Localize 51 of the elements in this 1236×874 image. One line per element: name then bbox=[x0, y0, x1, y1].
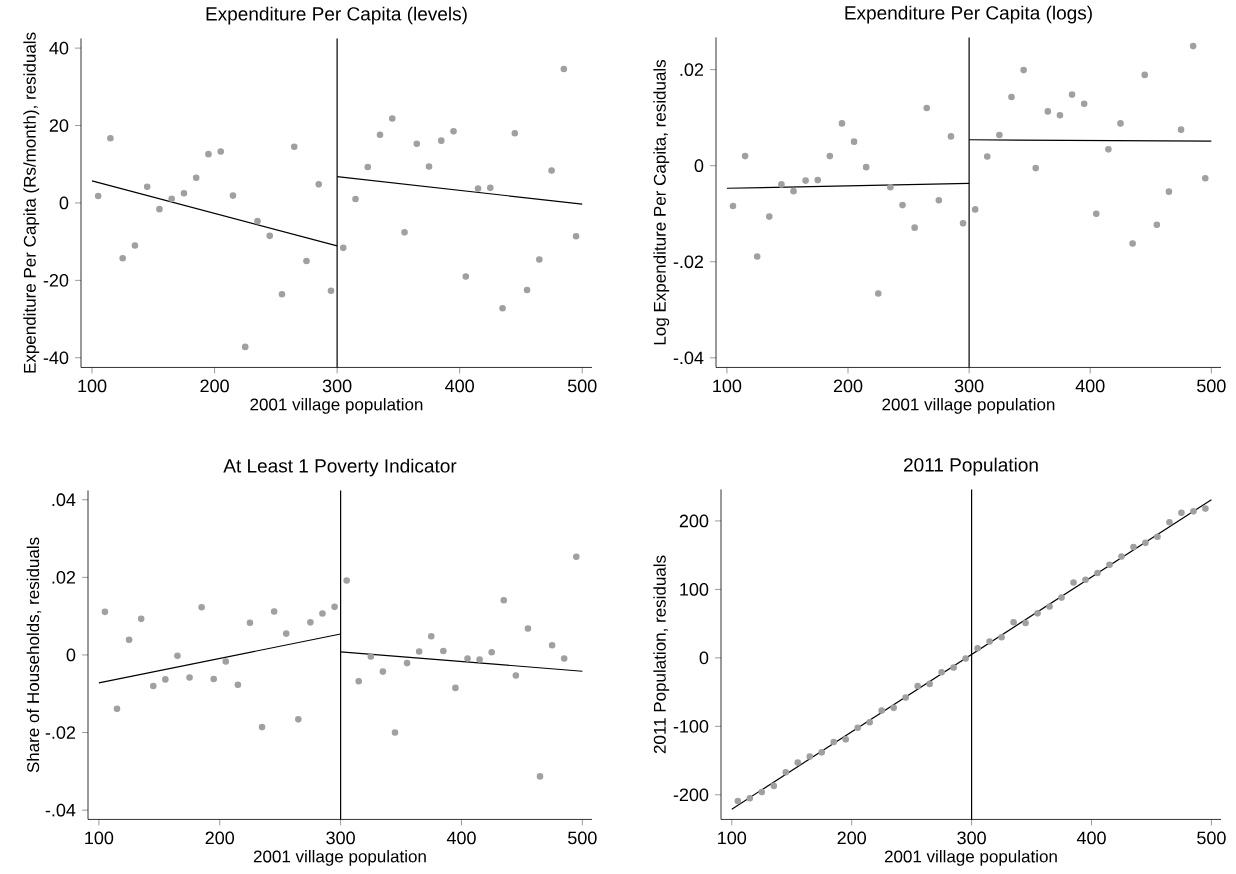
y-tick-label: -.02 bbox=[45, 725, 76, 739]
x-tick-label: 200 bbox=[837, 831, 867, 845]
y-tick-label: .02 bbox=[680, 63, 704, 76]
y-tick-label: 100 bbox=[680, 582, 709, 596]
chart-title: At Least 1 Poverty Indicator bbox=[223, 458, 457, 477]
x-tick-label: 500 bbox=[567, 379, 597, 393]
x-tick-label: 500 bbox=[1197, 379, 1226, 393]
x-tick-label: 400 bbox=[445, 379, 474, 393]
y-tick-label: 0 bbox=[694, 159, 704, 172]
x-axis-title: 2001 village population bbox=[253, 849, 426, 866]
x-tick-label: 200 bbox=[833, 379, 863, 393]
y-tick-label: -100 bbox=[673, 719, 709, 733]
x-axis-title: 2001 village population bbox=[250, 397, 423, 414]
x-tick-label: 100 bbox=[718, 831, 747, 845]
y-tick-label: -20 bbox=[43, 273, 69, 287]
x-tick-label: 300 bbox=[957, 831, 986, 845]
x-tick-label: 100 bbox=[85, 831, 114, 845]
y-tick-label: 0 bbox=[66, 648, 76, 662]
y-tick-label: .04 bbox=[52, 493, 76, 506]
chart-title: 2011 Population bbox=[903, 457, 1038, 476]
x-tick-label: 300 bbox=[954, 379, 984, 393]
x-axis-title: 2001 village population bbox=[884, 849, 1057, 866]
y-tick-label: .02 bbox=[52, 570, 76, 584]
x-tick-label: 200 bbox=[200, 379, 229, 393]
y-tick-label: 40 bbox=[49, 41, 69, 55]
y-axis-title: Share of Households, residuals bbox=[26, 537, 42, 773]
y-tick-label: -.04 bbox=[673, 351, 704, 364]
x-axis-title: 2001 village population bbox=[882, 397, 1055, 414]
x-tick-label: 300 bbox=[326, 831, 355, 845]
chart-title: Expenditure Per Capita (logs) bbox=[845, 5, 1092, 24]
y-axis-title: Log Expenditure Per Capita, residuals bbox=[653, 59, 670, 345]
x-tick-label: 400 bbox=[1075, 379, 1105, 393]
x-tick-label: 500 bbox=[568, 831, 597, 845]
y-tick-label: -40 bbox=[43, 351, 69, 364]
y-tick-label: -200 bbox=[673, 788, 709, 801]
x-tick-label: 400 bbox=[1076, 831, 1106, 845]
y-axis-title: 2011 Population, residuals bbox=[653, 555, 670, 753]
y-axis-title: Expenditure Per Capita (Rs/month), residuals bbox=[23, 32, 40, 373]
x-tick-label: 500 bbox=[1197, 831, 1226, 845]
y-tick-label: -.02 bbox=[673, 255, 704, 268]
y-tick-label: 20 bbox=[49, 118, 69, 132]
x-tick-label: 100 bbox=[78, 379, 107, 393]
y-tick-label: 200 bbox=[679, 514, 709, 528]
y-tick-label: 0 bbox=[699, 651, 709, 665]
chart-title: Expenditure Per Capita (levels) bbox=[206, 6, 467, 25]
x-tick-label: 200 bbox=[205, 831, 235, 845]
y-tick-label: 0 bbox=[59, 196, 69, 210]
x-tick-label: 400 bbox=[446, 831, 476, 845]
x-tick-label: 100 bbox=[713, 379, 742, 393]
x-tick-label: 300 bbox=[322, 379, 352, 393]
y-tick-label: -.04 bbox=[45, 803, 76, 817]
